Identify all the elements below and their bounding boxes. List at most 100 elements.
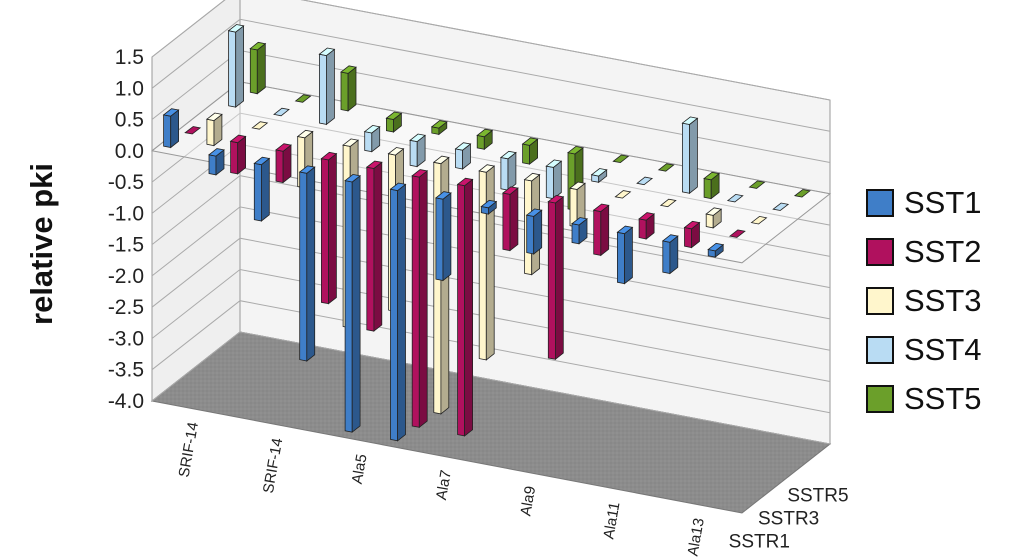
bar-top [636, 176, 654, 186]
depth-tick-label: SSTR5 [787, 486, 848, 507]
bar-top [294, 94, 312, 103]
bar [208, 148, 225, 176]
bar-front [662, 240, 671, 274]
bar-side [351, 174, 361, 433]
bar-top [567, 145, 584, 155]
bar-top [365, 160, 383, 169]
bar-front [455, 148, 464, 170]
bar-top [683, 220, 701, 230]
bar-top [275, 143, 292, 152]
bar-front [593, 209, 602, 256]
x-tick-label: Ala7 [433, 469, 455, 502]
bar [592, 203, 610, 257]
legend-label: SST4 [904, 331, 982, 367]
bar-front [409, 139, 418, 168]
bar-top [342, 138, 360, 147]
bar-top [296, 129, 314, 139]
legend-item: SST4 [866, 325, 1006, 374]
bar [661, 234, 679, 275]
bar-front [385, 117, 394, 133]
x-tick-label: Ala9 [517, 485, 539, 518]
bar [476, 128, 494, 151]
bar-front [435, 197, 444, 281]
bar [162, 108, 180, 149]
bar-front [617, 231, 625, 285]
y-tick-label: -0.5 [108, 171, 144, 194]
bar-front [249, 48, 258, 95]
bar-side [256, 42, 266, 95]
legend-label: SST3 [904, 282, 982, 318]
gridline [151, 268, 831, 382]
bar-front [638, 218, 647, 240]
gridline [151, 300, 831, 414]
bar-top [614, 190, 632, 199]
bar-top [681, 116, 699, 125]
bar [707, 242, 725, 258]
bar [253, 156, 271, 222]
x-tick-label: Ala5 [349, 453, 371, 486]
bar-front [476, 134, 485, 150]
bar-side [624, 226, 633, 285]
bar [229, 134, 247, 175]
bar-front [340, 71, 349, 112]
bar-top [387, 147, 405, 156]
x-tick-label: Ala11 [600, 501, 623, 541]
bar [659, 198, 677, 208]
x-tick-label: SRIF-14 [260, 437, 286, 495]
bar [657, 163, 675, 172]
bar-top [251, 121, 269, 130]
gridline [151, 18, 831, 132]
bar-side [464, 178, 474, 437]
bar [478, 164, 496, 361]
bar-front [253, 162, 262, 222]
bar-side [347, 66, 357, 112]
bar-top [571, 217, 588, 226]
bar [434, 191, 452, 282]
legend-item: SST1 [866, 178, 1006, 227]
gridline [151, 0, 831, 101]
bar-top [318, 47, 336, 57]
bar-top [208, 148, 225, 157]
bar-front [299, 171, 308, 362]
bar-front [684, 227, 692, 249]
bar-top [525, 208, 543, 217]
bar-top [389, 182, 407, 192]
bar [750, 215, 768, 225]
bar [499, 150, 517, 191]
bar-top [703, 171, 721, 181]
bar [275, 143, 292, 184]
bar-front [522, 143, 530, 165]
bar-top [638, 212, 656, 221]
bar-top [616, 225, 634, 235]
bar-front [478, 170, 487, 361]
bar-front [571, 223, 580, 245]
bar-top [750, 215, 768, 225]
bar-side [555, 195, 564, 361]
bar-top [748, 180, 766, 189]
bar [793, 189, 811, 198]
bar-top [661, 234, 679, 243]
bar-front [411, 175, 420, 428]
bar-front [228, 30, 237, 108]
bar-front [682, 122, 690, 194]
bar-side [235, 25, 245, 108]
bar-side [260, 157, 270, 222]
bar [525, 208, 543, 255]
bar [545, 159, 563, 200]
bar-side [418, 170, 428, 429]
bar-top [229, 134, 247, 144]
bar-side [442, 192, 452, 282]
chart-axes: relative pki 1.5 1.0 0.5 0.0 -0.5 -1.0 -1.5 -2.… [24, 46, 849, 557]
bar-top [480, 199, 498, 209]
bar-top [340, 65, 357, 74]
bar-top [547, 194, 565, 204]
bar [273, 107, 290, 117]
y-tick-label: 0.5 [115, 109, 144, 132]
legend-swatch [866, 188, 894, 217]
bar [184, 126, 202, 135]
bar-front [500, 157, 509, 191]
bar-top [411, 169, 429, 178]
bar-top [184, 126, 202, 135]
bar-front [208, 154, 217, 176]
bar-front [318, 53, 327, 125]
